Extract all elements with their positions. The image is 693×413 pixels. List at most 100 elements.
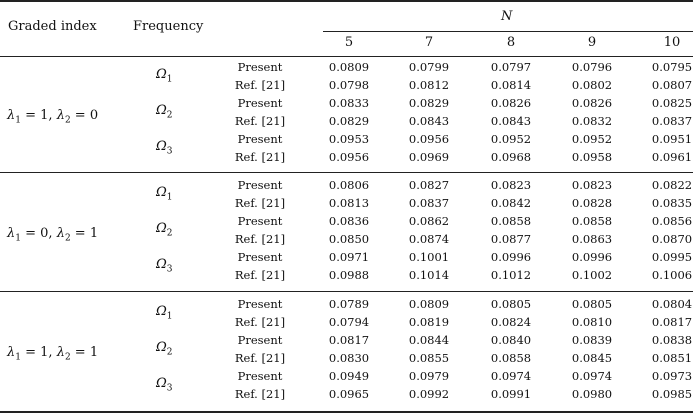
frequency-label: Ω2 — [156, 221, 173, 239]
frequency-label: Ω1 — [156, 67, 173, 85]
graded-index-label: λ1 = 1, λ2 = 1 — [7, 345, 99, 363]
value-cell: 0.0817 — [328, 333, 370, 347]
value-cell: 0.0980 — [571, 387, 613, 401]
value-cell: 0.1006 — [651, 268, 693, 282]
value-cell: 0.0826 — [571, 96, 613, 110]
value-cell: 0.0809 — [328, 60, 370, 74]
value-cell: 0.0828 — [571, 196, 613, 210]
value-cell: 0.0829 — [328, 114, 370, 128]
value-cell: 0.0988 — [328, 268, 370, 282]
value-cell: 0.0795 — [651, 60, 693, 74]
value-cell: 0.0823 — [490, 178, 532, 192]
value-cell: 0.0819 — [408, 315, 450, 329]
value-cell: 0.0797 — [490, 60, 532, 74]
value-cell: 0.0858 — [490, 351, 532, 365]
value-cell: 0.0858 — [571, 214, 613, 228]
value-cell: 0.0826 — [490, 96, 532, 110]
value-cell: 0.0840 — [490, 333, 532, 347]
value-cell: 0.0858 — [490, 214, 532, 228]
value-cell: 0.0845 — [571, 351, 613, 365]
value-cell: 0.0971 — [328, 250, 370, 264]
value-cell: 0.1001 — [408, 250, 450, 264]
method-label: Present — [237, 214, 283, 228]
value-cell: 0.0802 — [571, 78, 613, 92]
value-cell: 0.0969 — [408, 150, 450, 164]
frequency-label: Ω3 — [156, 257, 173, 275]
value-cell: 0.0805 — [490, 297, 532, 311]
method-label: Present — [237, 333, 283, 347]
value-cell: 0.0807 — [651, 78, 693, 92]
value-cell: 0.0953 — [328, 132, 370, 146]
value-cell: 0.0965 — [328, 387, 370, 401]
value-cell: 0.0949 — [328, 369, 370, 383]
method-label: Ref. [21] — [234, 196, 286, 210]
value-cell: 0.0842 — [490, 196, 532, 210]
group-divider-rule — [0, 291, 693, 292]
value-cell: 0.0829 — [408, 96, 450, 110]
value-cell: 0.0798 — [328, 78, 370, 92]
value-cell: 0.0961 — [651, 150, 693, 164]
header-n-value: 10 — [663, 35, 681, 50]
method-label: Ref. [21] — [234, 315, 286, 329]
value-cell: 0.0991 — [490, 387, 532, 401]
value-cell: 0.0809 — [408, 297, 450, 311]
method-label: Ref. [21] — [234, 387, 286, 401]
value-cell: 0.0830 — [328, 351, 370, 365]
value-cell: 0.0822 — [651, 178, 693, 192]
method-label: Ref. [21] — [234, 268, 286, 282]
value-cell: 0.0825 — [651, 96, 693, 110]
value-cell: 0.0843 — [490, 114, 532, 128]
value-cell: 0.0850 — [328, 232, 370, 246]
value-cell: 0.0877 — [490, 232, 532, 246]
method-label: Ref. [21] — [234, 232, 286, 246]
value-cell: 0.0805 — [571, 297, 613, 311]
value-cell: 0.0973 — [651, 369, 693, 383]
value-cell: 0.0952 — [490, 132, 532, 146]
method-label: Present — [237, 178, 283, 192]
value-cell: 0.0874 — [408, 232, 450, 246]
frequency-label: Ω1 — [156, 304, 173, 322]
value-cell: 0.0835 — [651, 196, 693, 210]
method-label: Ref. [21] — [234, 351, 286, 365]
value-cell: 0.0979 — [408, 369, 450, 383]
value-cell: 0.0827 — [408, 178, 450, 192]
value-cell: 0.0836 — [328, 214, 370, 228]
value-cell: 0.0843 — [408, 114, 450, 128]
value-cell: 0.0806 — [328, 178, 370, 192]
header-n-value: 5 — [344, 35, 354, 50]
method-label: Ref. [21] — [234, 114, 286, 128]
value-cell: 0.0968 — [490, 150, 532, 164]
value-cell: 0.0996 — [571, 250, 613, 264]
value-cell: 0.0799 — [408, 60, 450, 74]
value-cell: 0.0855 — [408, 351, 450, 365]
header-n-value: 7 — [424, 35, 434, 50]
value-cell: 0.0837 — [408, 196, 450, 210]
value-cell: 0.0810 — [571, 315, 613, 329]
value-cell: 0.0851 — [651, 351, 693, 365]
value-cell: 0.0974 — [571, 369, 613, 383]
group-divider-rule — [0, 172, 693, 173]
value-cell: 0.0951 — [651, 132, 693, 146]
header-n-value: 8 — [506, 35, 516, 50]
value-cell: 0.0817 — [651, 315, 693, 329]
frequency-label: Ω3 — [156, 376, 173, 394]
value-cell: 0.0833 — [328, 96, 370, 110]
value-cell: 0.0832 — [571, 114, 613, 128]
value-cell: 0.0824 — [490, 315, 532, 329]
value-cell: 0.0796 — [571, 60, 613, 74]
value-cell: 0.1012 — [490, 268, 532, 282]
value-cell: 0.0956 — [408, 132, 450, 146]
value-cell: 0.0856 — [651, 214, 693, 228]
value-cell: 0.0789 — [328, 297, 370, 311]
value-cell: 0.0804 — [651, 297, 693, 311]
method-label: Ref. [21] — [234, 150, 286, 164]
header-n-value: 9 — [587, 35, 597, 50]
method-label: Present — [237, 297, 283, 311]
value-cell: 0.1014 — [408, 268, 450, 282]
value-cell: 0.0996 — [490, 250, 532, 264]
value-cell: 0.0814 — [490, 78, 532, 92]
method-label: Ref. [21] — [234, 78, 286, 92]
n-header-rule — [323, 31, 693, 32]
value-cell: 0.0839 — [571, 333, 613, 347]
